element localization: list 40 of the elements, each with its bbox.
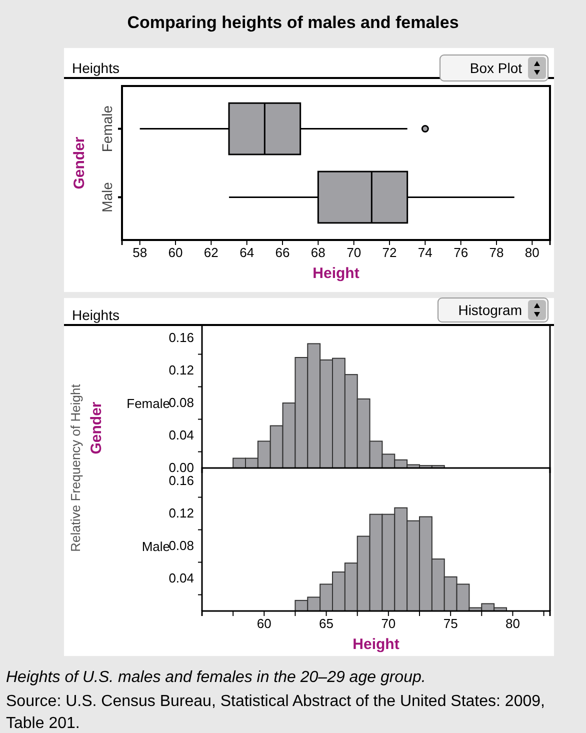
y-tick-label: 0.12 bbox=[168, 506, 194, 521]
x-axis-title: Height bbox=[352, 636, 400, 653]
x-tick-label: 58 bbox=[132, 245, 148, 260]
y-axis-title: Gender bbox=[71, 136, 88, 190]
y-tick-label: 0.04 bbox=[168, 428, 194, 443]
x-tick-label: 68 bbox=[310, 245, 326, 260]
x-tick-label: 74 bbox=[418, 245, 432, 260]
x-tick-label: 72 bbox=[382, 245, 397, 260]
y-tick-label: 0.08 bbox=[168, 538, 194, 554]
x-tick-label: 62 bbox=[204, 245, 218, 260]
chart-title: Comparing heights of males and females bbox=[127, 13, 459, 32]
text: Male bbox=[142, 539, 170, 554]
x-tick-label: 60 bbox=[256, 616, 272, 632]
dropdown-button: Box Plot bbox=[440, 54, 548, 82]
x-tick-label: 70 bbox=[381, 616, 396, 632]
text: Female bbox=[126, 396, 170, 411]
y-tick-label: 0.12 bbox=[168, 362, 194, 378]
x-tick-label: 65 bbox=[319, 616, 334, 632]
x-tick-label: 75 bbox=[443, 616, 458, 632]
y-tick-label: 0.08 bbox=[168, 395, 194, 410]
x-tick-label: 78 bbox=[489, 245, 504, 260]
chart-subtitle: Heights bbox=[72, 60, 120, 76]
chart-subtitle: Heights bbox=[72, 307, 120, 323]
x-axis-title: Height bbox=[312, 265, 360, 282]
x-tick-label: 60 bbox=[168, 245, 183, 260]
dropdown-button: Histogram bbox=[438, 298, 548, 322]
x-tick-label: 76 bbox=[454, 245, 468, 260]
x-tick-label: 64 bbox=[240, 245, 254, 260]
source-note: Source: U.S. Census Bureau, Statistical Abstract of the United States: 2009, Table 201. bbox=[6, 693, 545, 732]
y-tick-label: 0.16 bbox=[168, 473, 194, 488]
legend-title: Gender bbox=[88, 402, 105, 454]
x-tick-label: 70 bbox=[346, 245, 362, 260]
x-tick-label: 80 bbox=[524, 245, 540, 260]
x-tick-label: 66 bbox=[275, 245, 290, 260]
y-tick-label: 0.04 bbox=[168, 570, 194, 586]
x-tick-label: 80 bbox=[505, 616, 520, 632]
y-tick-label: 0.16 bbox=[168, 330, 194, 346]
text: Heights of U.S. males and females in the 20–29 age group. bbox=[6, 669, 426, 686]
y-tick-label: 0.00 bbox=[168, 460, 194, 476]
y-axis-title: Relative Frequency of Height bbox=[68, 384, 83, 552]
